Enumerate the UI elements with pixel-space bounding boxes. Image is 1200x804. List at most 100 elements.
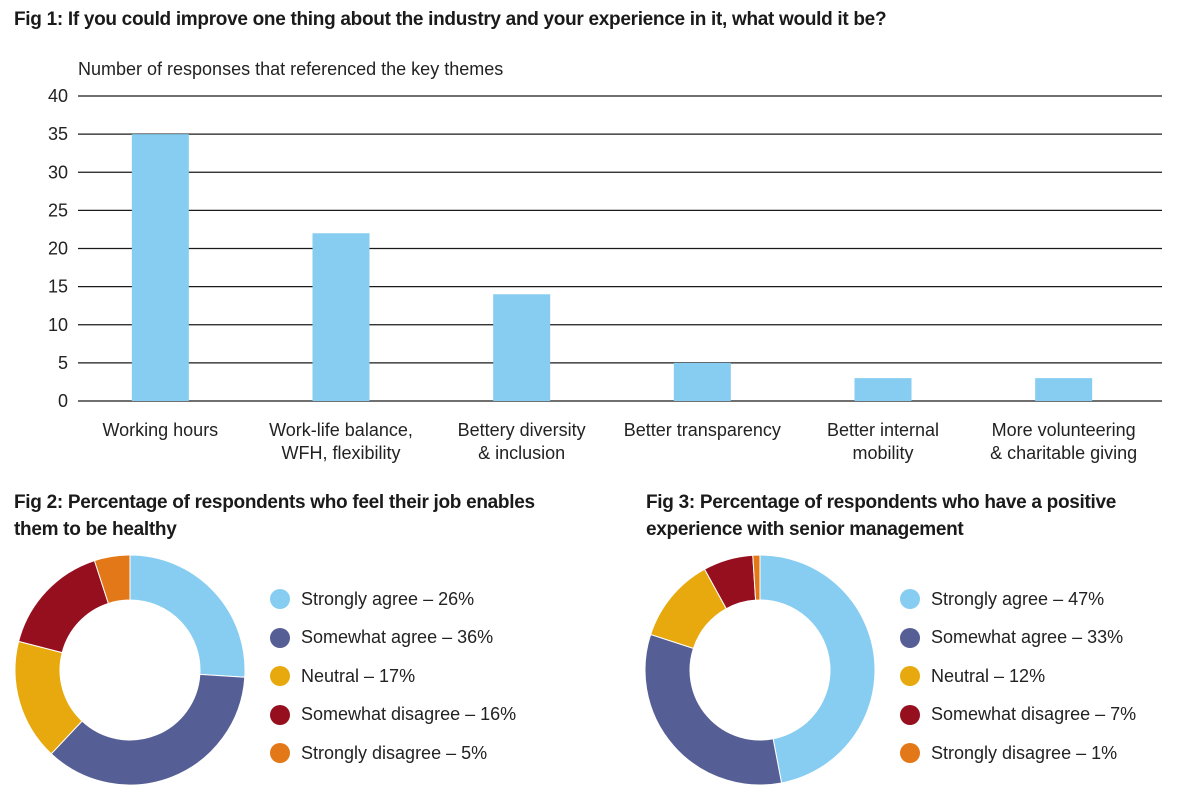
fig1-x-tick-line: Bettery diversity [458,420,586,440]
legend-value: 33 [1087,627,1108,648]
legend-separator: – [1090,704,1111,725]
legend-swatch [900,704,920,725]
legend-item: Strongly agree – 47% [900,580,1136,619]
legend-swatch [900,743,920,764]
fig1-y-tick: 25 [48,200,68,220]
fig2-title: Fig 2: Percentage of respondents who fee… [14,492,535,540]
fig1-x-tick: Work-life balance, WFH, flexibility [269,420,413,463]
legend-percent-sign: % [399,665,416,686]
fig1-y-tick: 40 [48,86,68,106]
fig3-title: Fig 3: Percentage of respondents who hav… [646,492,1117,540]
fig1-y-tick-labels: 0 5 10 15 20 25 30 35 40 [48,86,68,411]
fig1-bar-chart: Number of responses that referenced the … [48,59,1162,463]
legend-separator: – [1071,742,1092,763]
legend-label: Somewhat disagree [931,704,1091,725]
legend-item: Neutral – 17% [270,657,516,696]
donut-slice [50,673,246,786]
fig2-donut-block: Strongly agree – 26% Somewhat agree – 36%… [10,550,570,790]
fig1-x-tick: More volunteering & charitable giving [990,420,1137,463]
legend-label: Somewhat disagree [301,704,461,725]
legend-item: Strongly disagree – 1% [900,734,1136,773]
fig3-donut-slices [644,554,876,786]
fig1-x-tick-line: & charitable giving [990,443,1137,463]
legend-value: 36 [457,627,478,648]
fig2-donut-slices [14,554,246,786]
legend-value: 17 [379,665,400,686]
fig1-title: Fig 1: If you could improve one thing ab… [14,9,887,30]
legend-separator: – [460,704,481,725]
donut-slice [18,559,109,654]
legend-label: Strongly disagree [931,742,1072,763]
fig1-x-tick-line: Working hours [102,420,218,440]
legend-item: Somewhat disagree – 7% [900,696,1136,735]
legend-item: Neutral – 12% [900,657,1136,696]
legend-value: 5 [461,742,472,763]
legend-item: Somewhat agree – 33% [900,619,1136,658]
legend-item: Strongly disagree – 5% [270,734,516,773]
legend-value: 7 [1110,704,1121,725]
legend-swatch [900,627,920,648]
donut-slice [644,633,783,786]
legend-percent-sign: % [458,588,475,609]
fig1-x-tick-line: Work-life balance, [269,420,413,440]
legend-item: Somewhat disagree – 16% [270,696,516,735]
fig2-legend: Strongly agree – 26% Somewhat agree – 36%… [270,580,516,773]
legend-value: 16 [480,704,501,725]
fig1-x-tick-line: Better internal [827,420,939,440]
legend-separator: – [989,665,1010,686]
legend-percent-sign: % [1088,588,1105,609]
fig1-bar [854,378,912,401]
legend-value: 26 [438,588,459,609]
legend-swatch [270,627,290,648]
fig1-x-tick-line: More volunteering [992,420,1136,440]
fig1-x-tick: Better internal mobility [827,420,939,463]
fig1-y-tick: 0 [58,391,68,411]
legend-swatch [270,743,290,764]
fig1-bar [131,134,189,401]
fig1-bar [312,233,370,401]
fig1-y-tick: 35 [48,124,68,144]
fig3-donut-block: Strongly agree – 47% Somewhat agree – 33%… [640,550,1200,790]
fig3-legend: Strongly agree – 47% Somewhat agree – 33%… [900,580,1136,773]
fig1-x-tick: Better transparency [624,420,781,440]
fig1-y-axis-label: Number of responses that referenced the … [78,59,503,79]
legend-label: Strongly agree [931,588,1049,609]
legend-swatch [900,666,920,687]
legend-item: Somewhat agree – 36% [270,619,516,658]
fig1-x-tick-labels: Working hours Work-life balance, WFH, flex… [102,420,1137,463]
fig1-y-tick: 15 [48,277,68,297]
legend-value: 47 [1068,588,1089,609]
fig1-gridlines [78,95,1162,402]
fig1-x-tick: Bettery diversity & inclusion [458,420,586,463]
fig1-y-tick: 30 [48,162,68,182]
legend-swatch [900,589,920,610]
fig1-bar [673,362,731,401]
legend-separator: – [1048,588,1069,609]
fig1-x-tick: Working hours [102,420,218,440]
legend-separator: – [359,665,380,686]
fig1-x-tick-line: mobility [852,443,913,463]
legend-label: Somewhat agree [931,627,1068,648]
fig1-x-tick-line: Better transparency [624,420,781,440]
fig1-bar [1035,378,1093,401]
legend-swatch [270,589,290,610]
legend-value: 1 [1091,742,1102,763]
fig1-x-tick-line: WFH, flexibility [281,443,400,463]
legend-label: Neutral [301,665,360,686]
fig1-x-tick-line: & inclusion [478,443,565,463]
fig1-bar [493,294,551,401]
legend-percent-sign: % [1120,704,1137,725]
legend-percent-sign: % [1029,665,1046,686]
fig1-y-tick: 20 [48,239,68,259]
fig3-donut-chart [644,554,876,786]
legend-percent-sign: % [471,742,488,763]
fig1-y-tick: 10 [48,315,68,335]
fig1-bars [131,134,1093,401]
legend-label: Neutral [931,665,990,686]
legend-percent-sign: % [1107,627,1124,648]
legend-label: Strongly agree [301,588,419,609]
legend-label: Strongly disagree [301,742,442,763]
legend-swatch [270,704,290,725]
donut-slice [129,554,246,678]
legend-item: Strongly agree – 26% [270,580,516,619]
